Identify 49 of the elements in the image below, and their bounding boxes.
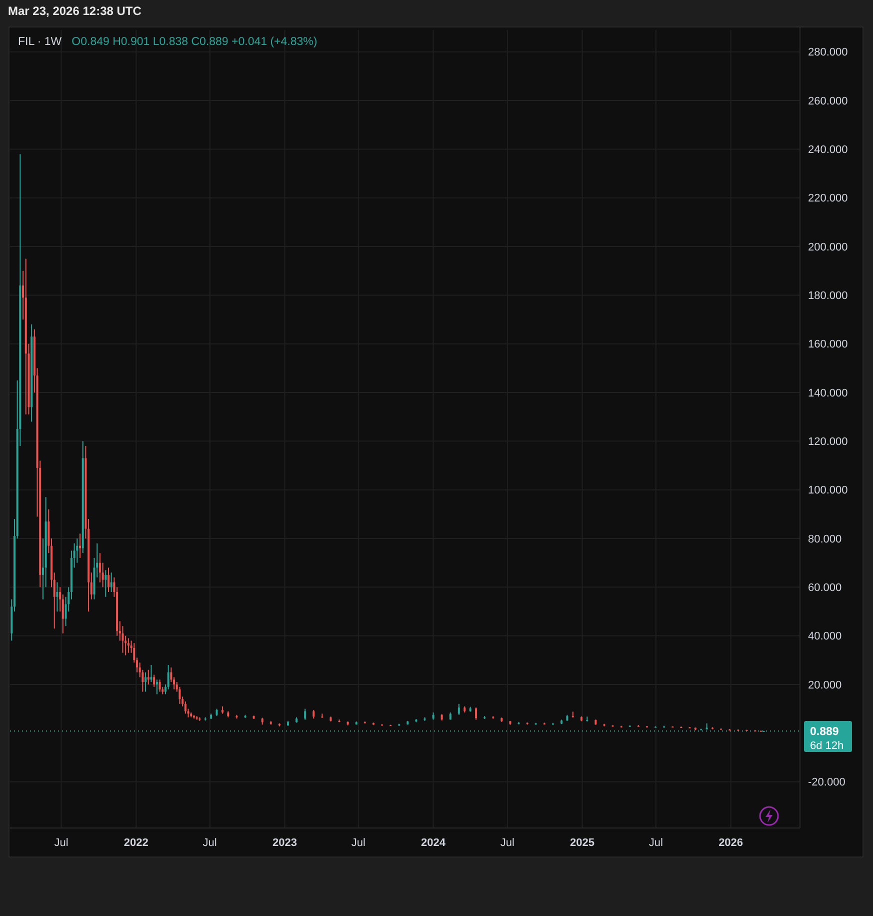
candlestick — [458, 703, 460, 716]
candlestick — [178, 686, 181, 704]
y-tick-label: -20.000 — [808, 776, 846, 789]
x-tick-label: 2025 — [570, 837, 594, 849]
candlestick — [76, 538, 78, 564]
candlestick — [110, 572, 112, 593]
y-tick-label: 40.000 — [808, 630, 842, 643]
candlestick — [156, 679, 158, 695]
x-tick-label: 2024 — [421, 837, 446, 849]
x-tick-label: Jul — [351, 837, 366, 849]
y-tick-label: 20.000 — [808, 679, 842, 692]
y-tick-label: 220.000 — [808, 192, 848, 205]
x-tick-label: 2026 — [718, 837, 744, 849]
ref-line-label: 0.889 — [810, 726, 839, 738]
y-tick-label: 100.000 — [808, 484, 848, 497]
x-tick-label: Jul — [500, 837, 514, 849]
candlestick — [144, 672, 147, 692]
y-tick-label: 200.000 — [808, 241, 848, 254]
x-tick-label: 2022 — [124, 837, 148, 849]
candlestick — [147, 669, 150, 685]
x-tick-label: Jul — [648, 837, 663, 849]
candlestick — [153, 674, 156, 688]
y-tick-label: 260.000 — [808, 95, 848, 108]
candlestick — [167, 664, 170, 690]
candlestick — [150, 664, 152, 683]
y-tick-label: 160.000 — [808, 338, 848, 351]
candlestick — [475, 707, 478, 720]
candlestick — [158, 679, 161, 692]
candlestick — [98, 552, 101, 583]
y-tick-label: 80.000 — [808, 533, 842, 546]
y-tick-label: 240.000 — [808, 144, 848, 156]
y-tick-label: 120.000 — [808, 436, 848, 448]
candlestick — [304, 708, 306, 720]
candlestick — [108, 567, 110, 593]
text: Mar 23, 2026 12:38 UTC — [8, 4, 142, 18]
x-tick-label: Jul — [202, 837, 217, 849]
y-tick-label: 60.000 — [808, 582, 842, 594]
y-tick-label: 140.000 — [808, 387, 848, 400]
y-tick-label: 280.000 — [808, 46, 848, 59]
text: O0.849 H0.901 L0.838 C0.889 +0.041 (+4.83%) — [72, 36, 318, 48]
text: 6d 12h — [810, 740, 844, 752]
y-tick-label: 180.000 — [808, 290, 848, 302]
candlestick — [104, 570, 107, 598]
candlestick — [184, 700, 186, 714]
candlestick — [56, 582, 58, 612]
text: FIL · 1W — [18, 36, 62, 48]
x-tick-label: 2023 — [272, 837, 297, 849]
candlestick — [127, 638, 130, 654]
x-tick-label: Jul — [54, 837, 68, 849]
